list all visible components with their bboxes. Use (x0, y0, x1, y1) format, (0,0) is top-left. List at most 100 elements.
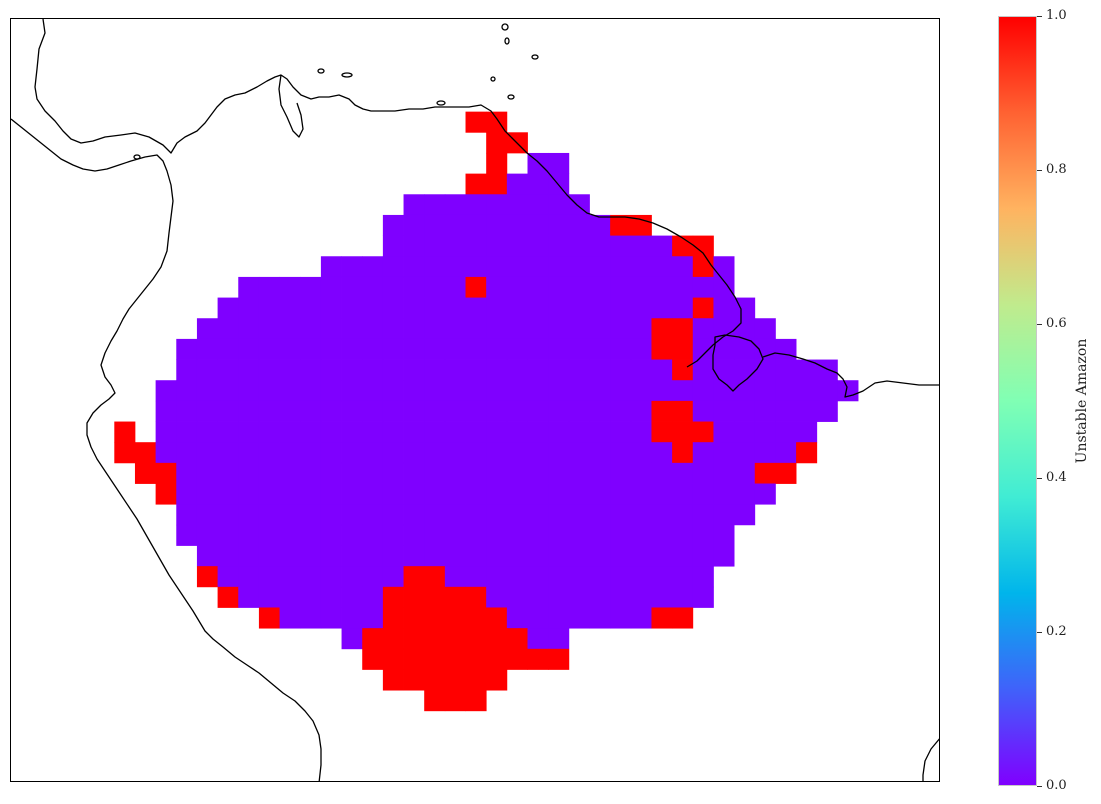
cell-stable (527, 483, 549, 505)
cell-stable (527, 338, 549, 360)
cell-stable (610, 442, 632, 464)
cell-stable (196, 442, 218, 464)
cell-stable (672, 276, 694, 298)
cell-stable (403, 194, 425, 216)
cell-stable (403, 359, 425, 381)
cell-stable (465, 483, 487, 505)
cell-stable (527, 628, 549, 650)
cell-stable (300, 276, 322, 298)
cell-stable (444, 235, 466, 257)
cell-stable (548, 421, 570, 443)
cell-stable (506, 504, 528, 526)
cell-unstable (444, 586, 466, 608)
cell-stable (527, 173, 549, 195)
cell-stable (692, 338, 714, 360)
cell-stable (651, 504, 673, 526)
cell-stable (506, 421, 528, 443)
cell-stable (238, 524, 260, 546)
cell-stable (258, 380, 280, 402)
cell-stable (630, 483, 652, 505)
cell-stable (610, 462, 632, 484)
cell-stable (527, 524, 549, 546)
cell-stable (527, 442, 549, 464)
cell-unstable (134, 462, 157, 484)
cell-stable (238, 483, 260, 505)
cell-stable (465, 504, 487, 526)
cell-stable (548, 566, 570, 588)
cell-stable (692, 442, 714, 464)
cell-stable (486, 483, 508, 505)
cell-stable (486, 214, 508, 236)
cell-stable (444, 442, 466, 464)
cell-stable (403, 214, 425, 236)
cell-stable (568, 545, 590, 567)
cell-stable (444, 524, 466, 546)
cell-unstable (424, 690, 446, 712)
cell-unstable (630, 214, 652, 236)
cell-stable (155, 380, 177, 402)
cell-stable (362, 442, 384, 464)
cell-stable (382, 256, 404, 278)
cell-stable (424, 524, 446, 546)
cell-unstable (134, 442, 157, 464)
cell-stable (176, 400, 198, 422)
cell-stable (196, 421, 218, 443)
cell-stable (486, 318, 508, 340)
cell-stable (196, 338, 218, 360)
cell-stable (362, 359, 384, 381)
cell-stable (362, 338, 384, 360)
cell-stable (176, 359, 198, 381)
cell-stable (527, 318, 549, 340)
cell-stable (382, 442, 404, 464)
cell-unstable (403, 669, 425, 691)
cell-stable (403, 524, 425, 546)
cell-stable (568, 380, 590, 402)
cell-stable (630, 276, 652, 298)
cell-stable (630, 359, 652, 381)
cell-stable (320, 442, 342, 464)
cell-stable (196, 504, 218, 526)
cell-stable (341, 297, 363, 319)
cell-stable (217, 338, 239, 360)
cell-stable (382, 545, 404, 567)
cell-stable (672, 256, 694, 278)
cell-stable (424, 462, 446, 484)
colorbar-tick (1037, 478, 1042, 479)
cell-stable (424, 380, 446, 402)
cell-stable (444, 256, 466, 278)
coastline-marajo (712, 334, 764, 392)
cell-stable (506, 194, 528, 216)
cell-unstable (651, 318, 673, 340)
cell-stable (258, 276, 280, 298)
cell-stable (734, 462, 756, 484)
cell-stable (486, 421, 508, 443)
cell-stable (258, 318, 280, 340)
cell-stable (444, 359, 466, 381)
cell-stable (362, 421, 384, 443)
cell-stable (754, 442, 776, 464)
cell-stable (672, 504, 694, 526)
cell-stable (279, 421, 301, 443)
cell-stable (837, 380, 859, 402)
cell-stable (527, 462, 549, 484)
cell-stable (300, 462, 322, 484)
cell-stable (734, 442, 756, 464)
cell-stable (217, 545, 239, 567)
cell-stable (362, 297, 384, 319)
cell-stable (610, 607, 632, 629)
heatmap-cells (114, 111, 859, 712)
cell-unstable (114, 442, 136, 464)
cell-stable (424, 214, 446, 236)
cell-stable (610, 380, 632, 402)
cell-stable (506, 173, 528, 195)
cell-stable (238, 380, 260, 402)
cell-stable (610, 297, 632, 319)
cell-stable (651, 524, 673, 546)
island (436, 100, 446, 106)
cell-stable (279, 462, 301, 484)
cell-stable (568, 297, 590, 319)
cell-stable (527, 194, 549, 216)
cell-stable (444, 545, 466, 567)
coastline-maracaibo (278, 74, 304, 138)
cell-stable (527, 297, 549, 319)
